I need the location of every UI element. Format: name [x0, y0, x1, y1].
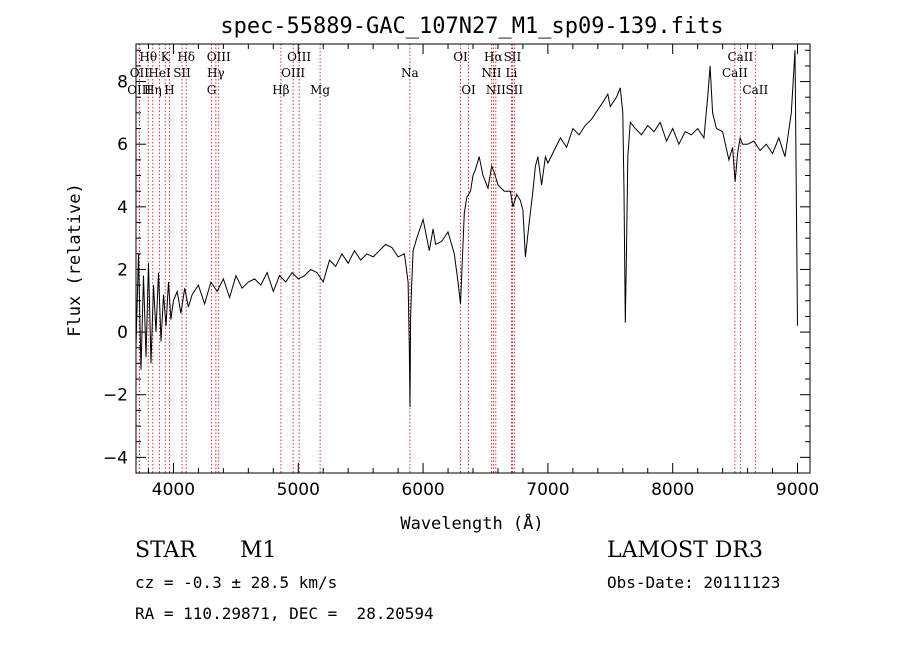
redshift-velocity: cz = -0.3 ± 28.5 km/s: [135, 573, 338, 592]
spectral-line-label: Na: [401, 66, 419, 80]
spectral-line-label: Hη: [144, 83, 162, 97]
spectral-line-label: Mg: [310, 83, 330, 97]
flux-series-line: [135, 50, 798, 408]
spectral-line-label: SII: [504, 50, 522, 64]
x-tick-label: 4000: [152, 480, 195, 500]
spectral-line-label: K: [161, 50, 171, 64]
spectral-line-label: HeI: [148, 66, 171, 80]
y-tick-label: 4: [117, 198, 128, 218]
sky-coordinates: RA = 110.29871, DEC = 28.20594: [135, 604, 434, 623]
spectral-line-label: CaII: [742, 83, 768, 97]
x-tick-label: 7000: [526, 480, 569, 500]
spectral-line-label: SII: [173, 66, 191, 80]
y-tick-label: −4: [103, 448, 128, 468]
spectral-line-label: OIII: [207, 50, 231, 64]
spectral-line-label: H: [164, 83, 174, 97]
x-tick-label: 9000: [776, 480, 819, 500]
spectral-line-label: Li: [506, 66, 518, 80]
spectral-line-label: CaII: [727, 50, 753, 64]
spectral-line-label: NII: [486, 83, 506, 97]
object-type: STAR: [135, 538, 196, 563]
spectral-subclass: M1: [240, 538, 277, 563]
spectral-line-label: Hα: [484, 50, 503, 64]
y-axis-ticks: −4 −2 0 2 4 6 8: [103, 49, 810, 468]
y-tick-label: 0: [117, 323, 128, 343]
spectral-line-label: OI: [453, 50, 468, 64]
spectral-line-label: CaII: [722, 66, 748, 80]
observation-date: Obs-Date: 20111123: [607, 573, 781, 592]
spectral-line-label: Hδ: [177, 50, 195, 64]
spectral-line-markers: [138, 44, 756, 473]
survey-name: LAMOST DR3: [607, 538, 763, 563]
spectral-line-label: Hθ: [139, 50, 157, 64]
x-tick-label: 6000: [401, 480, 444, 500]
x-axis-ticks: 4000 5000 6000 7000 8000 9000: [147, 44, 819, 500]
spectral-line-label: OIII: [281, 66, 305, 80]
x-tick-label: 5000: [277, 480, 320, 500]
spectral-line-label: Hβ: [272, 83, 289, 97]
y-tick-label: 8: [117, 73, 128, 93]
spectral-line-labels: HθOIIOIIIHηHeIKHSIIHδGHγOIIIHβOIIIOIIIMg…: [127, 50, 768, 97]
spectral-line-label: G: [207, 83, 217, 97]
spectral-line-label: OI: [461, 83, 476, 97]
spectral-line-label: OII: [130, 66, 150, 80]
x-tick-label: 8000: [651, 480, 694, 500]
spectral-line-label: SII: [505, 83, 523, 97]
spectral-line-label: OIII: [127, 83, 151, 97]
spectral-line-label: Hγ: [207, 66, 225, 80]
x-axis-label: Wavelength (Å): [400, 512, 543, 534]
y-tick-label: 6: [117, 135, 128, 155]
y-axis-label: Flux (relative): [65, 183, 85, 337]
chart-title: spec-55889-GAC_107N27_M1_sp09-139.fits: [220, 14, 723, 39]
spectral-line-label: OIII: [287, 50, 311, 64]
y-tick-label: 2: [117, 260, 128, 280]
y-tick-label: −2: [103, 386, 128, 406]
spectral-line-label: NII: [481, 66, 501, 80]
plot-frame: [135, 43, 811, 474]
